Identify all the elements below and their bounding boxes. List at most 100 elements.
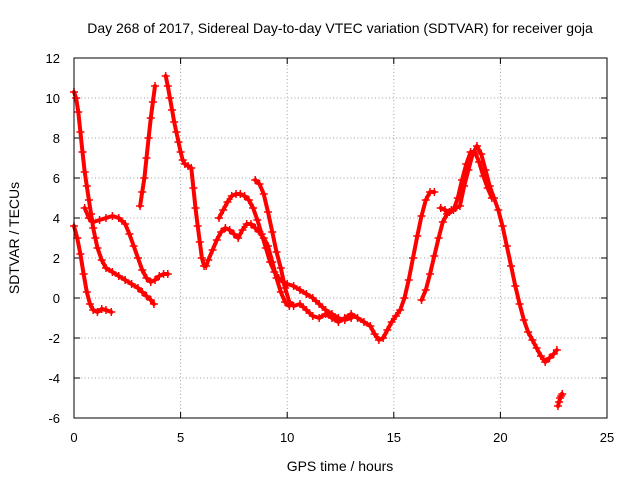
data-point: [95, 216, 104, 224]
data-point: [76, 128, 85, 136]
data-point: [515, 300, 524, 308]
data-point: [121, 220, 130, 228]
data-point: [383, 326, 392, 334]
data-point: [172, 128, 181, 136]
data-point: [553, 402, 562, 410]
data-point: [114, 272, 123, 280]
data-point: [261, 244, 270, 252]
data-point: [97, 305, 106, 313]
data-point: [246, 220, 255, 228]
data-point: [387, 318, 396, 326]
data-point: [370, 330, 379, 338]
data-point: [73, 234, 82, 242]
data-point: [276, 288, 285, 296]
data-point: [161, 72, 170, 80]
data-point: [176, 148, 185, 156]
data-point: [125, 230, 134, 238]
data-point: [315, 314, 324, 322]
data-point: [127, 280, 136, 288]
data-point: [89, 218, 98, 226]
data-point: [315, 300, 324, 308]
data-point: [221, 224, 230, 232]
y-tick-label: 10: [46, 91, 60, 106]
data-points: [70, 72, 567, 410]
data-point: [347, 310, 356, 318]
data-point: [138, 266, 147, 274]
data-point: [236, 190, 245, 198]
series-arc-10: [553, 390, 567, 410]
data-point: [555, 398, 564, 406]
data-point: [472, 142, 481, 150]
data-point: [519, 316, 528, 324]
data-point: [225, 226, 234, 234]
chart-title: Day 268 of 2017, Sidereal Day-to-day VTE…: [87, 20, 593, 36]
data-point: [453, 194, 462, 202]
data-point: [151, 82, 160, 90]
x-tick-label: 0: [70, 430, 77, 445]
data-point: [204, 256, 213, 264]
data-point: [413, 232, 422, 240]
data-point: [146, 114, 155, 122]
data-point: [174, 138, 183, 146]
data-point: [133, 254, 142, 262]
data-point: [462, 160, 471, 168]
data-point: [148, 98, 157, 106]
data-point: [308, 312, 317, 320]
data-point: [545, 354, 554, 362]
data-point: [223, 198, 232, 206]
data-point: [374, 336, 383, 344]
data-point: [214, 214, 223, 222]
data-point: [379, 334, 388, 342]
data-point: [445, 208, 454, 216]
data-point: [270, 268, 279, 276]
data-point: [146, 278, 155, 286]
data-point: [108, 212, 117, 220]
data-point: [155, 272, 164, 280]
data-point: [276, 264, 285, 272]
data-point: [197, 254, 206, 262]
data-point: [82, 182, 91, 190]
data-point: [257, 230, 266, 238]
data-point: [251, 176, 260, 184]
data-point: [268, 228, 277, 236]
data-point: [479, 172, 488, 180]
data-point: [511, 282, 520, 290]
data-point: [285, 298, 294, 306]
data-point: [240, 192, 249, 200]
data-point: [408, 254, 417, 262]
series-arc-3: [80, 204, 172, 286]
data-point: [483, 184, 492, 192]
data-point: [129, 242, 138, 250]
data-point: [524, 328, 533, 336]
data-point: [101, 214, 110, 222]
data-point: [80, 168, 89, 176]
series-arc-4: [136, 82, 160, 210]
series-arc-9: [436, 148, 496, 216]
data-point: [121, 276, 130, 284]
x-tick-label: 15: [387, 430, 401, 445]
data-point: [101, 264, 110, 272]
x-tick-label: 5: [177, 430, 184, 445]
series-arc-7: [251, 176, 439, 344]
plot-frame: [73, 57, 608, 419]
data-point: [487, 194, 496, 202]
data-point: [475, 158, 484, 166]
data-point: [79, 270, 88, 278]
data-point: [163, 270, 172, 278]
data-point: [558, 390, 567, 398]
y-tick-label: 0: [53, 291, 60, 306]
data-point: [107, 308, 116, 316]
data-point: [366, 322, 375, 330]
data-point: [136, 202, 145, 210]
data-point: [142, 154, 151, 162]
data-point: [208, 246, 217, 254]
data-point: [436, 204, 445, 212]
data-point: [264, 208, 273, 216]
data-point: [142, 292, 151, 300]
data-point: [440, 206, 449, 214]
data-point: [168, 106, 177, 114]
data-point: [93, 244, 102, 252]
y-tick-label: -6: [48, 411, 60, 426]
y-tick-label: 2: [53, 251, 60, 266]
